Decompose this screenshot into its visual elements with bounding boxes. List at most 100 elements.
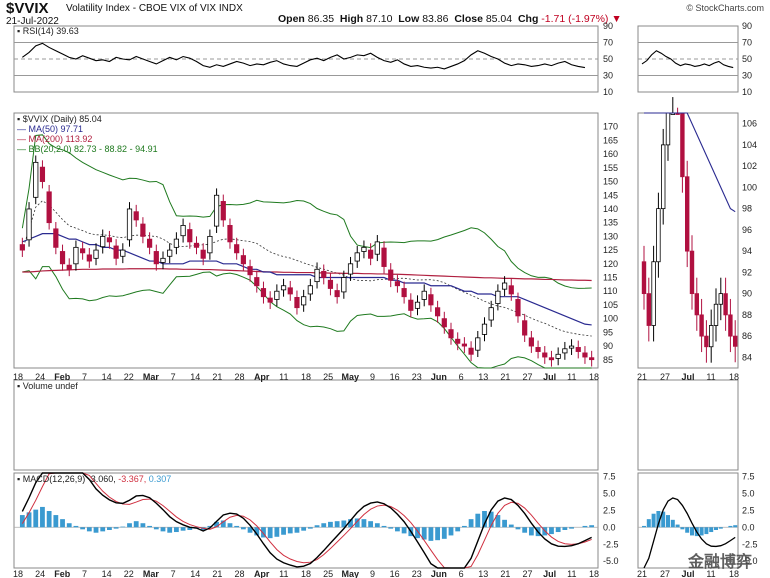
candle-body bbox=[522, 320, 528, 336]
macd-histogram-bar bbox=[60, 519, 65, 528]
ohlc-readout: Open 86.35 High 87.10 Low 83.86 Close 85… bbox=[278, 13, 622, 25]
candle-body bbox=[39, 166, 46, 182]
chg-value: -1.71 (-1.97%) bbox=[541, 13, 609, 25]
candle-body bbox=[428, 294, 434, 306]
zoom-macd-date-tick-label: 21 bbox=[637, 569, 647, 578]
zoom-price-tick-label: 86 bbox=[742, 331, 752, 341]
date-tick-label: 23 bbox=[412, 372, 422, 382]
macd-histogram-bar bbox=[301, 527, 307, 531]
down-arrow-icon: ▼ bbox=[611, 13, 622, 25]
macd-date-tick-label: 23 bbox=[412, 569, 422, 578]
macd-zoom-tick-label: 2.5 bbox=[742, 505, 755, 515]
candle-body bbox=[475, 337, 481, 351]
candle-body bbox=[441, 318, 447, 328]
candle-body bbox=[582, 352, 588, 358]
macd-histogram-bar bbox=[113, 527, 119, 529]
macd-date-tick-label: 11 bbox=[279, 569, 288, 578]
macd-panel-frame bbox=[13, 472, 599, 569]
date-tick-label: 14 bbox=[190, 372, 200, 382]
signal-legend-value: -3.367, bbox=[118, 474, 149, 484]
zoom-macd-date-tick-label: Jul bbox=[681, 569, 694, 578]
macd-tick-label: 2.5 bbox=[603, 505, 616, 515]
ma50-legend: — MA(50) 97.71 bbox=[17, 124, 83, 134]
zoom-candle-body bbox=[656, 208, 661, 263]
price-legend: ▪ $VVIX (Daily) 85.04 bbox=[17, 114, 102, 124]
candle-body bbox=[147, 238, 153, 248]
macd-histogram-bar bbox=[522, 527, 528, 533]
macd-histogram-bar bbox=[348, 519, 353, 528]
source-credit: © StockCharts.com bbox=[686, 3, 764, 13]
candle-body bbox=[301, 296, 307, 306]
macd-histogram-bar bbox=[247, 527, 253, 533]
macd-histogram-bar bbox=[261, 527, 266, 538]
macd-histogram-bar bbox=[435, 527, 441, 541]
zoom-candle-body bbox=[661, 144, 666, 210]
macd-signal-line bbox=[21, 472, 592, 569]
macd-zoom-histogram-bar bbox=[670, 519, 675, 528]
zoom-price-tick-label: 88 bbox=[742, 310, 752, 320]
rsi-tick-label: 70 bbox=[603, 38, 613, 48]
volume-legend: ▪ Volume undef bbox=[17, 381, 78, 391]
macd-histogram-bar bbox=[381, 525, 387, 528]
macd-zoom-histogram-bar bbox=[690, 527, 694, 536]
macd-tick-label: 7.5 bbox=[603, 471, 616, 481]
macd-histogram-bar bbox=[562, 527, 568, 530]
macd-histogram-bar bbox=[140, 523, 146, 528]
candle-body bbox=[421, 290, 427, 300]
macd-histogram-bar bbox=[120, 526, 126, 528]
zoom-price-tick-label: 100 bbox=[742, 182, 757, 192]
zoom-price-tick-label: 106 bbox=[742, 119, 757, 129]
macd-histogram-bar bbox=[354, 518, 360, 528]
candle-body bbox=[354, 252, 360, 262]
macd-histogram-bar bbox=[66, 523, 72, 528]
candle-body bbox=[173, 238, 179, 248]
price-tick-label: 160 bbox=[603, 149, 618, 159]
candle-body bbox=[93, 249, 99, 259]
date-tick-label: Jul bbox=[543, 372, 556, 382]
date-tick-label: 21 bbox=[500, 372, 510, 382]
candle-body bbox=[568, 345, 575, 349]
macd-histogram-bar bbox=[100, 527, 106, 532]
candle-body bbox=[66, 264, 72, 270]
candle-body bbox=[120, 249, 126, 257]
candle-body bbox=[267, 297, 273, 303]
candle-body bbox=[187, 229, 193, 243]
candle-body bbox=[200, 249, 206, 259]
macd-date-tick-label: 18 bbox=[13, 569, 23, 578]
macd-date-tick-label: 18 bbox=[589, 569, 599, 578]
macd-date-tick-label: Feb bbox=[54, 569, 71, 578]
macd-histogram-bar bbox=[180, 527, 186, 531]
price-tick-label: 125 bbox=[603, 245, 618, 255]
zoom-price-tick-label: 92 bbox=[742, 267, 752, 277]
macd-histogram-bar bbox=[26, 512, 32, 528]
macd-histogram-bar bbox=[147, 525, 153, 528]
rsi-zoom-tick-label: 70 bbox=[742, 38, 752, 48]
candle-body bbox=[140, 223, 146, 237]
candle-body bbox=[408, 299, 414, 311]
zoom-price-tick-label: 84 bbox=[742, 352, 752, 362]
candle-body bbox=[33, 161, 39, 198]
macd-histogram-bar bbox=[488, 511, 494, 528]
date-tick-label: 22 bbox=[124, 372, 134, 382]
macd-histogram-bar bbox=[220, 520, 226, 528]
macd-zoom-histogram-bar bbox=[709, 527, 714, 533]
macd-zoom-histogram-bar bbox=[675, 524, 680, 528]
candle-body bbox=[381, 247, 387, 267]
macd-date-tick-label: 18 bbox=[301, 569, 311, 578]
candle-body bbox=[394, 281, 401, 287]
macd-histogram-bar bbox=[415, 527, 420, 539]
macd-date-tick-label: 11 bbox=[567, 569, 576, 578]
candle-body bbox=[86, 254, 92, 262]
candle-body bbox=[435, 307, 441, 317]
macd-histogram-bar bbox=[388, 527, 394, 529]
candle-body bbox=[448, 329, 454, 339]
price-panel-zoom-frame bbox=[637, 112, 739, 369]
macd-zoom-histogram-bar bbox=[666, 515, 670, 528]
macd-histogram-bar bbox=[207, 525, 213, 528]
zoom-price-tick-label: 90 bbox=[742, 289, 752, 299]
macd-legend: ▪ MACD(12,26,9) -3.060, -3.367, 0.307 bbox=[17, 474, 171, 484]
macd-date-tick-label: 27 bbox=[523, 569, 533, 578]
zoom-price-tick-label: 94 bbox=[742, 246, 752, 256]
candle-body bbox=[368, 249, 374, 259]
